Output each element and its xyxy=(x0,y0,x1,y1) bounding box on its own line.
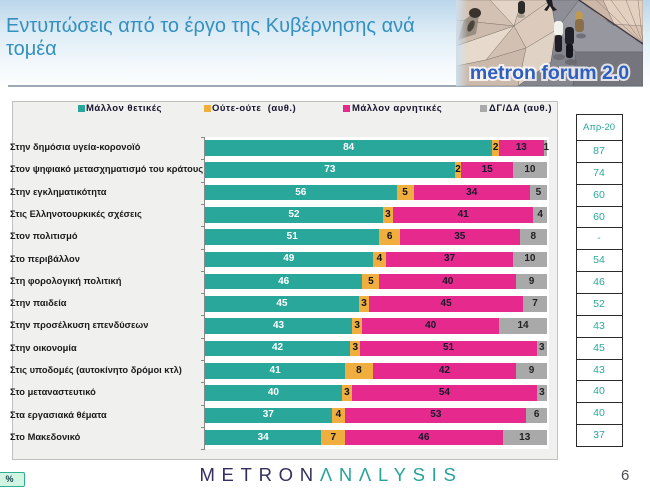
svg-text:metron forum 2.0: metron forum 2.0 xyxy=(470,62,629,84)
svg-text:metron forum 2.0: metron forum 2.0 xyxy=(470,62,629,84)
